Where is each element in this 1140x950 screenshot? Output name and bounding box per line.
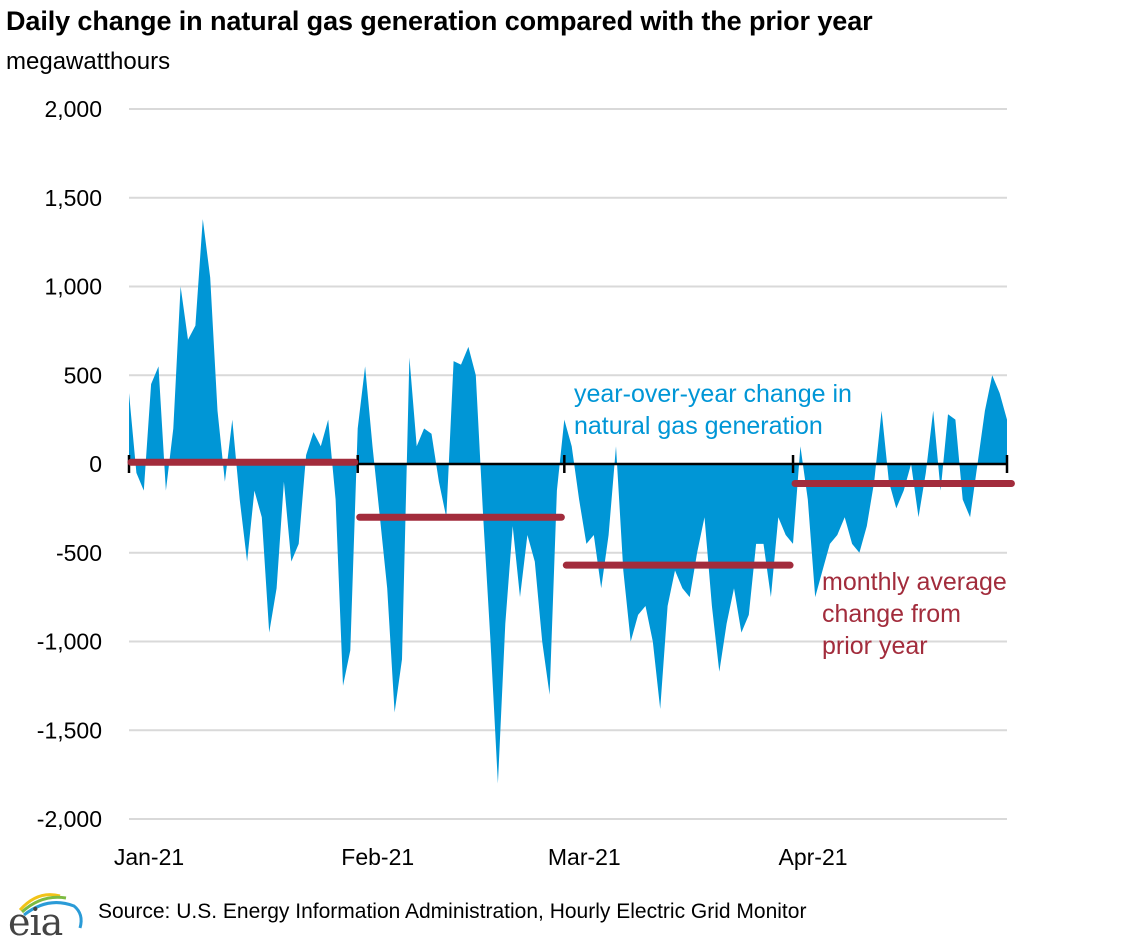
y-tick-label: 1,000 [44,274,102,300]
y-tick-label: -500 [56,540,102,566]
x-tick-label: Feb-21 [341,844,414,870]
y-tick-labels: 2,000 1,500 1,000 500 0 -500 -1,000 -1,500 -2,00… [37,96,102,832]
eia-logo-icon [18,893,83,929]
y-tick-label: 0 [89,451,102,477]
x-tick-labels: Jan-21 Feb-21 Mar-21 Apr-21 [114,844,848,870]
x-tick-label: Apr-21 [779,844,848,870]
x-tick-label: Jan-21 [114,844,184,870]
y-tick-label: 500 [64,362,102,388]
y-tick-label: -2,000 [37,806,102,832]
area-annotation-line: year-over-year change in [574,380,852,408]
average-annotation-line: change from [822,600,961,628]
y-tick-label: 1,500 [44,185,102,211]
yoy-area [129,219,1007,784]
annotations: year-over-year change in natural gas gene… [574,380,1007,660]
y-tick-label: -1,000 [37,629,102,655]
y-axis-units: megawatthours [6,48,171,75]
x-tick-label: Mar-21 [548,844,621,870]
average-annotation-line: prior year [822,632,928,660]
chart-title: Daily change in natural gas generation c… [6,6,873,36]
source-note: Source: U.S. Energy Information Administ… [98,900,807,923]
y-tick-label: -1,500 [37,717,102,743]
y-tick-label: 2,000 [44,96,102,122]
monthly-average-lines [127,458,1015,569]
average-annotation-line: monthly average [822,568,1007,596]
eia-logo-text: eia [8,900,63,944]
area-annotation-line: natural gas generation [574,412,823,440]
yoy-area-path [129,219,1007,784]
